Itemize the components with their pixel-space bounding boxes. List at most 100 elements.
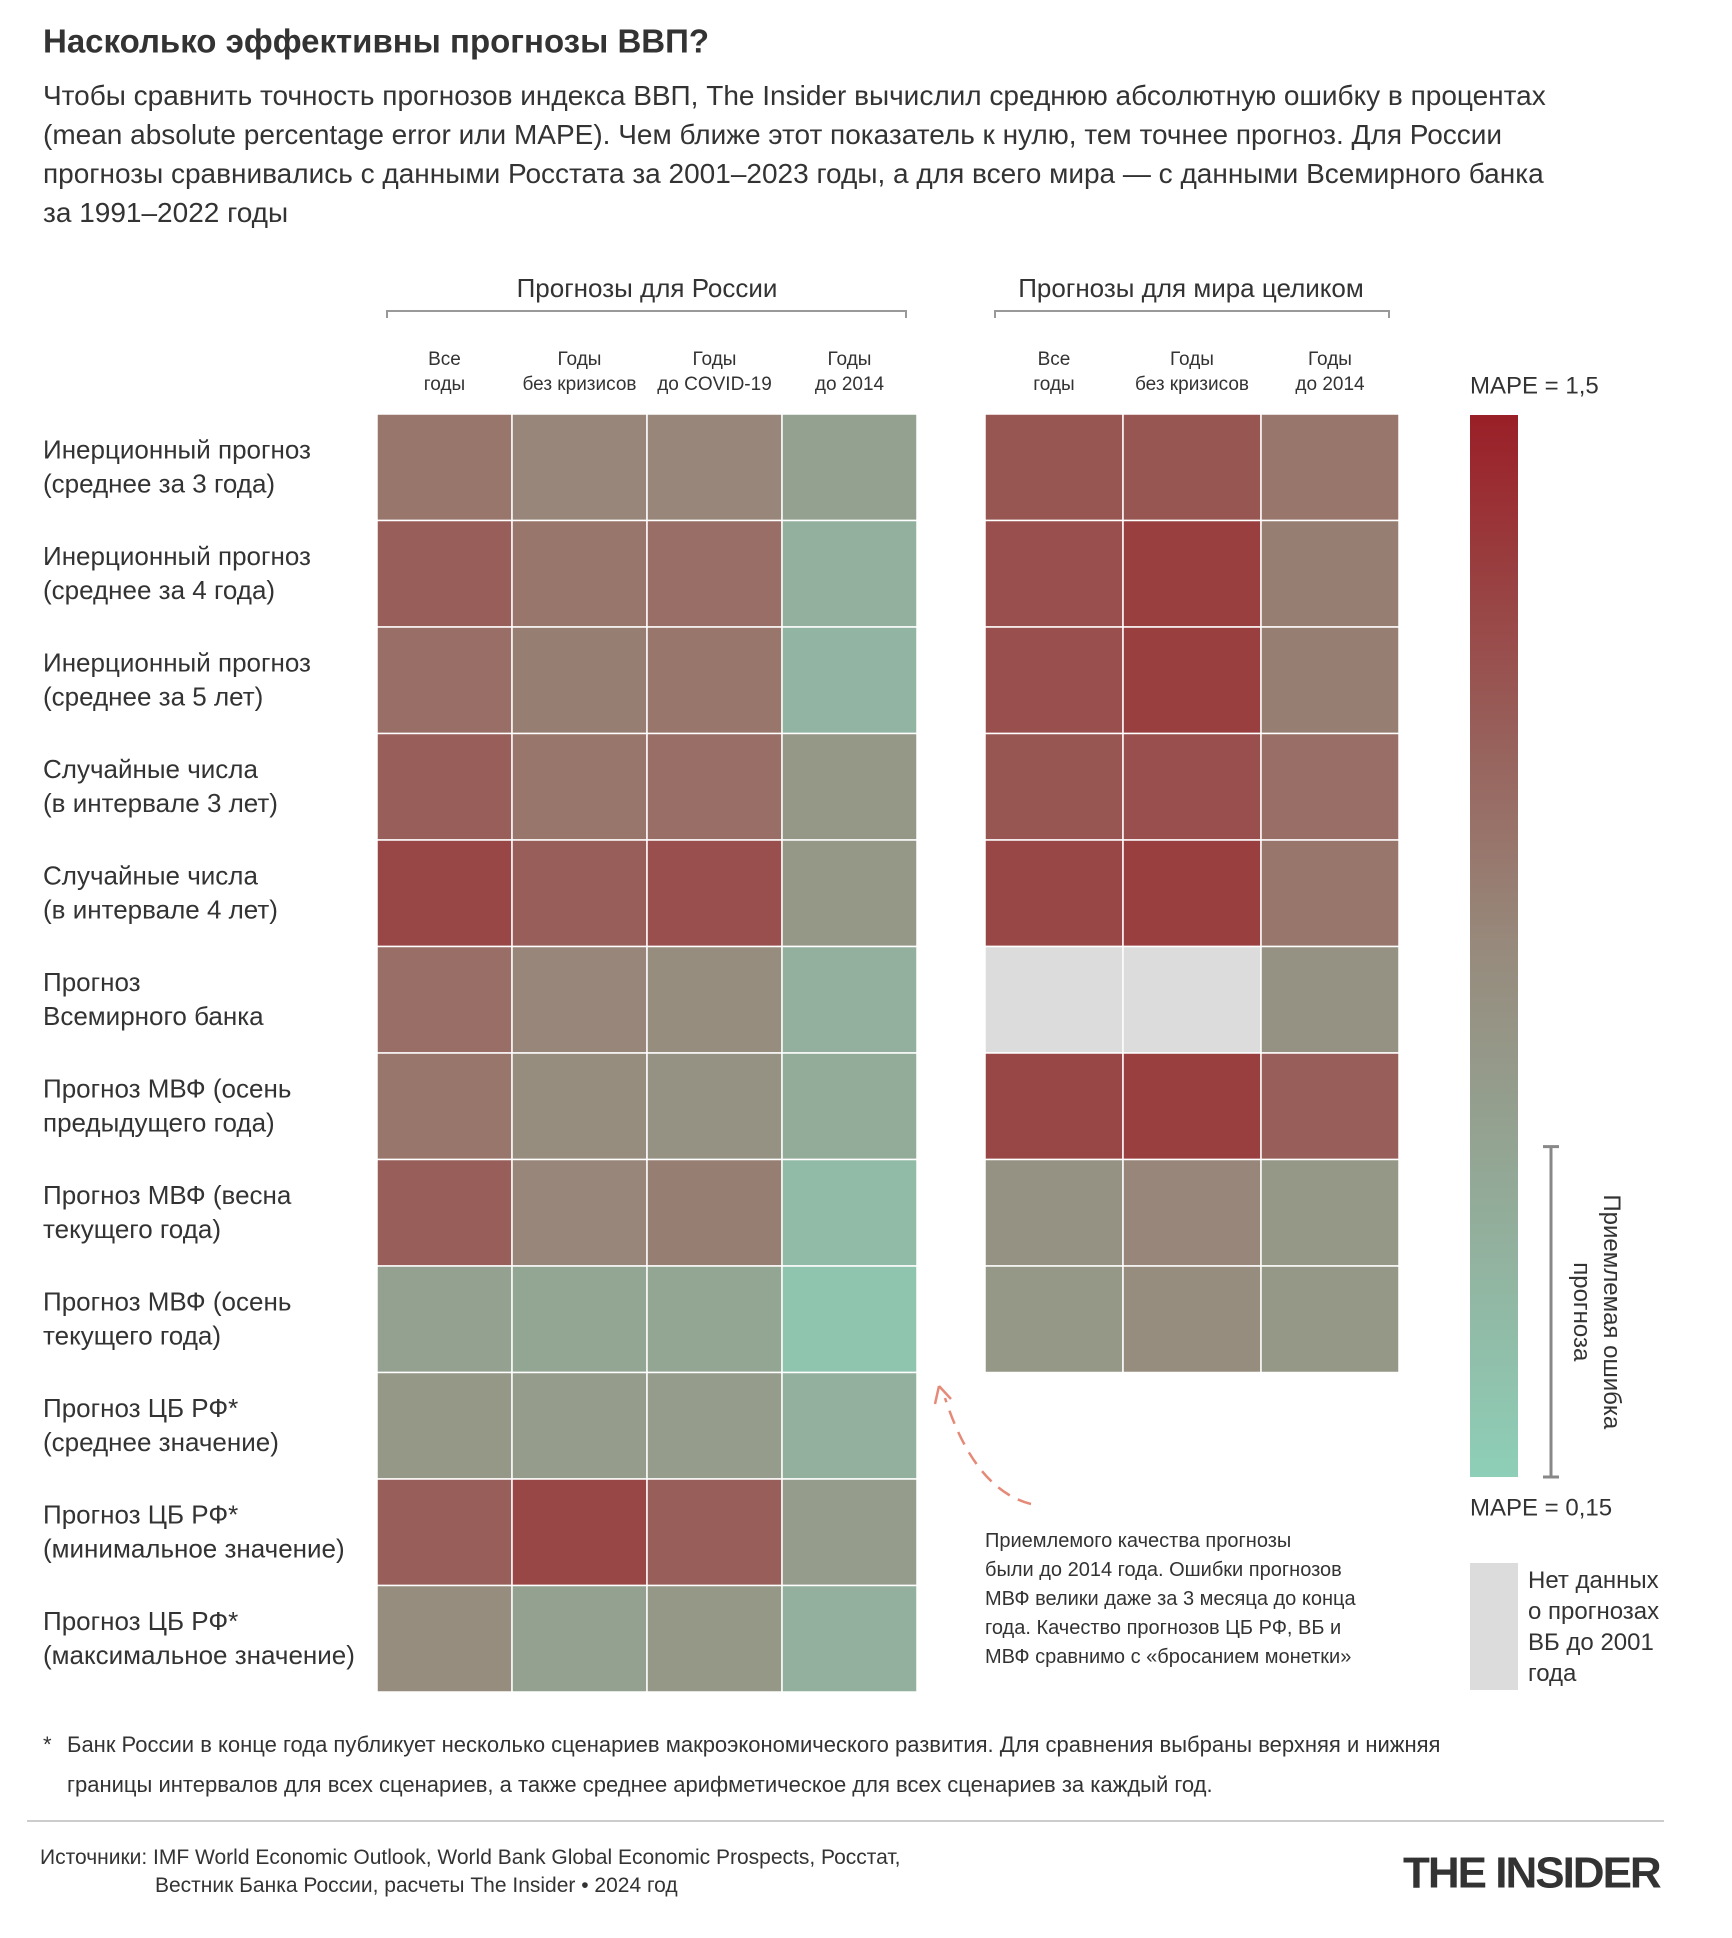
heatmap-cell: [984, 732, 1124, 841]
heatmap-cell: [984, 839, 1124, 948]
heatmap-cell: [646, 1584, 783, 1693]
colorbar-label: MAPE = 0,15: [1470, 1494, 1612, 1521]
heatmap-cell: [511, 839, 648, 948]
logo: THE INSIDER: [1403, 1849, 1661, 1898]
heatmap-cell: [646, 732, 783, 841]
row-label: Прогноз ЦБ РФ* (максимальное значение): [43, 1606, 355, 1670]
heatmap-cell: [646, 1265, 783, 1374]
row-label: Прогноз ЦБ РФ* (минимальное значение): [43, 1499, 345, 1563]
heatmap-cell: [511, 519, 648, 628]
heatmap-cell: [646, 413, 783, 522]
heatmap-cell: [1260, 839, 1400, 948]
heatmap-cell: [1122, 1265, 1262, 1374]
heatmap-cell: [376, 519, 513, 628]
heatmap-cell: [781, 732, 918, 841]
heatmap-cell: [1260, 732, 1400, 841]
heatmap-cell: [511, 1371, 648, 1480]
heatmap-cell: [984, 1052, 1124, 1161]
annotation: Приемлемого качества прогнозы были до 201…: [985, 1530, 1356, 1668]
heatmap-cell: [1122, 413, 1262, 522]
heatmap-cell: [1122, 839, 1262, 948]
heatmap-cell: [646, 519, 783, 628]
column-label: Годы без кризисов: [523, 349, 637, 395]
heatmap-cell: [376, 945, 513, 1054]
heatmap-cell: [781, 945, 918, 1054]
heatmap-cell: [984, 945, 1124, 1054]
heatmap-cell: [984, 626, 1124, 735]
footnote-mark: *: [43, 1732, 52, 1757]
heatmap-cell: [1260, 626, 1400, 735]
heatmap-cell: [984, 413, 1124, 522]
chart-title: Насколько эффективны прогнозы ВВП?: [43, 23, 709, 60]
heatmap-cell: [376, 1052, 513, 1161]
colorbar: [1470, 415, 1518, 1477]
heatmap-cell: [1122, 732, 1262, 841]
heatmap-cell: [781, 1265, 918, 1374]
heatmap-cell: [646, 945, 783, 1054]
heatmap-cell: [511, 626, 648, 735]
column-label: Годы до 2014: [815, 349, 885, 395]
heatmap-cell: [781, 1158, 918, 1267]
row-label: Случайные числа (в интервале 3 лет): [43, 754, 278, 818]
column-label: Все годы: [1033, 349, 1074, 395]
heatmap-cell: [1122, 626, 1262, 735]
row-label: Прогноз МВФ (осень текущего года): [43, 1286, 291, 1350]
heatmap-cell: [376, 1265, 513, 1374]
heatmap-cell: [781, 519, 918, 628]
heatmap-cell: [511, 413, 648, 522]
column-label: Годы до COVID-19: [657, 349, 772, 395]
annotation-arrow: [943, 1397, 1032, 1506]
heatmap-cell: [376, 626, 513, 735]
heatmap-cell: [511, 1052, 648, 1161]
panel-title: Прогнозы для России: [517, 273, 778, 303]
acceptable-label: Приемлемая ошибкапрогноза: [1568, 1194, 1625, 1429]
colorbar-label: MAPE = 1,5: [1470, 372, 1599, 399]
heatmap-cell: [1260, 413, 1400, 522]
heatmap-cell: [646, 626, 783, 735]
heatmap-cell: [646, 1158, 783, 1267]
column-label: Годы до 2014: [1295, 349, 1365, 395]
row-label: Случайные числа (в интервале 4 лет): [43, 860, 278, 924]
footnote: Банк России в конце года публикует неско…: [67, 1732, 1440, 1797]
subtitle: Чтобы сравнить точность прогнозов индекс…: [43, 80, 1546, 228]
heatmap-cell: [1122, 519, 1262, 628]
heatmap-cell: [1260, 1052, 1400, 1161]
heatmap-cell: [511, 945, 648, 1054]
annotation-arrowhead: [933, 1385, 952, 1405]
heatmap-cell: [781, 839, 918, 948]
heatmap-cell: [1260, 519, 1400, 628]
heatmap-cell: [781, 1052, 918, 1161]
heatmap-cell: [511, 1265, 648, 1374]
heatmap-cell: [646, 1478, 783, 1587]
heatmap-cell: [1260, 1265, 1400, 1374]
heatmap-cell: [376, 732, 513, 841]
heatmap-cell: [781, 413, 918, 522]
heatmap-cell: [376, 1478, 513, 1587]
heatmap-cell: [646, 839, 783, 948]
heatmap-cell: [1122, 1052, 1262, 1161]
row-label: Инерционный прогноз (среднее за 3 года): [43, 434, 311, 498]
heatmap-cell: [376, 1371, 513, 1480]
heatmap-cell: [1260, 945, 1400, 1054]
heatmap-cell: [376, 839, 513, 948]
heatmap-cell: [376, 1584, 513, 1693]
heatmap-cell: [984, 519, 1124, 628]
row-label: Инерционный прогноз (среднее за 4 года): [43, 541, 311, 605]
heatmap-cell: [984, 1158, 1124, 1267]
panel-bracket: [386, 310, 907, 318]
source: Источники: IMF World Economic Outlook, W…: [40, 1846, 901, 1897]
row-label: Прогноз ЦБ РФ* (среднее значение): [43, 1393, 279, 1457]
row-label: Прогноз Всемирного банка: [43, 967, 264, 1031]
heatmap-cell: [984, 1265, 1124, 1374]
row-label: Прогноз МВФ (весна текущего года): [43, 1180, 292, 1244]
row-label: Инерционный прогноз (среднее за 5 лет): [43, 647, 311, 711]
heatmap-cell: [646, 1052, 783, 1161]
heatmap-cell: [376, 413, 513, 522]
no-data-swatch: [1470, 1563, 1518, 1690]
heatmap-cell: [781, 1584, 918, 1693]
heatmap-cell: [1122, 1158, 1262, 1267]
column-label: Все годы: [424, 349, 465, 395]
column-label: Годы без кризисов: [1135, 349, 1249, 395]
panel-bracket: [994, 310, 1390, 318]
